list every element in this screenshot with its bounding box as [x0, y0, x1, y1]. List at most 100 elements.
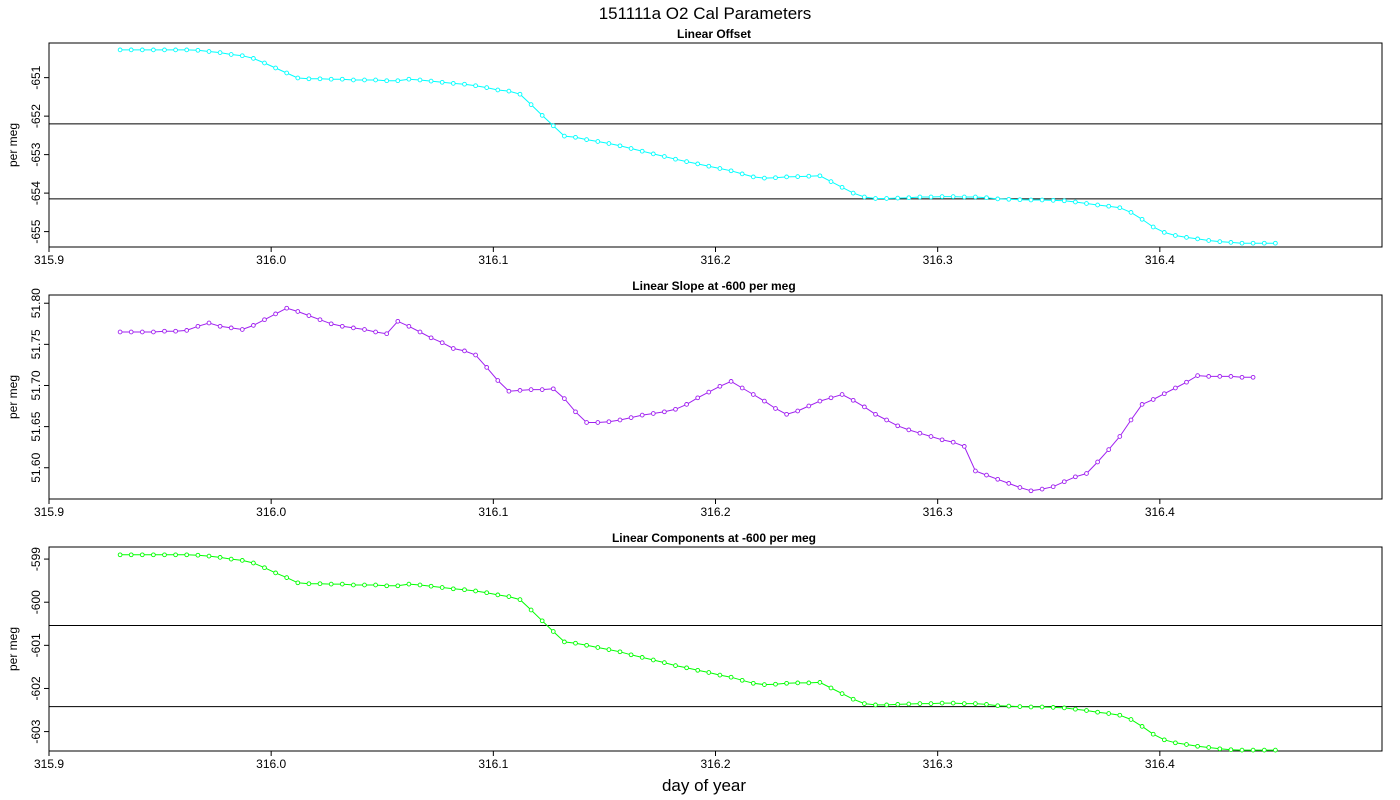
data-point	[173, 552, 178, 558]
data-point	[795, 680, 801, 686]
y-tick-label: -653	[29, 142, 43, 166]
data-point	[473, 352, 478, 358]
data-point	[1150, 731, 1156, 737]
panel-linear-offset: Linear Offset per meg 315.9 316.0 316.1 316…	[6, 27, 1383, 267]
data-point	[562, 639, 567, 645]
data-point	[328, 321, 334, 327]
data-point	[139, 47, 145, 53]
x-tick-label: 316.3	[923, 505, 953, 519]
y-tick-label: -654	[29, 181, 43, 205]
data-point	[1039, 197, 1045, 203]
data-point	[728, 674, 734, 680]
data-point	[1206, 238, 1212, 243]
data-point	[1139, 402, 1145, 407]
data-point	[673, 156, 678, 162]
data-point	[762, 175, 767, 181]
data-point	[484, 590, 490, 596]
data-point	[939, 194, 945, 199]
data-point	[873, 196, 878, 201]
data-point	[1173, 385, 1178, 391]
data-point	[762, 398, 767, 404]
data-point	[195, 47, 201, 53]
data-point	[917, 430, 923, 436]
data-point	[862, 194, 867, 200]
x-tick-label: 316.0	[256, 757, 286, 771]
data-point	[728, 379, 734, 384]
data-point	[750, 680, 756, 686]
data-point	[495, 592, 501, 598]
data-point	[595, 139, 601, 144]
data-point	[1228, 374, 1234, 379]
data-point	[862, 701, 867, 706]
data-point	[717, 166, 723, 171]
data-point	[1006, 196, 1012, 202]
data-point	[162, 47, 167, 53]
data-point	[295, 309, 301, 314]
y-tick-label: 51.80	[29, 288, 43, 318]
data-point	[295, 75, 301, 81]
x-tick-label: 316.2	[700, 757, 730, 771]
data-point	[506, 594, 512, 599]
panel-linear-components: Linear Components at -600 per meg per me…	[6, 531, 1383, 771]
data-point	[1061, 198, 1067, 204]
data-point	[1061, 479, 1067, 485]
data-point	[1117, 712, 1123, 718]
data-point	[395, 78, 401, 84]
data-point	[828, 685, 834, 691]
data-point	[217, 323, 223, 329]
data-point	[1106, 203, 1112, 209]
data-point	[862, 404, 867, 410]
data-point	[773, 175, 778, 181]
data-point	[973, 194, 978, 200]
data-point	[1228, 747, 1234, 753]
data-point	[795, 408, 801, 414]
data-point	[717, 672, 723, 678]
data-point	[706, 670, 712, 675]
data-point	[961, 194, 967, 200]
data-point	[339, 76, 345, 82]
data-point	[373, 582, 378, 588]
series-line	[120, 49, 1276, 244]
data-point	[728, 168, 734, 174]
data-point	[1139, 724, 1145, 729]
data-point	[717, 383, 723, 389]
data-point	[1028, 488, 1034, 494]
data-point	[1050, 484, 1056, 490]
data-point	[817, 680, 823, 685]
data-point	[295, 580, 301, 586]
data-point	[762, 682, 767, 687]
data-point	[961, 701, 967, 706]
data-point	[1195, 373, 1200, 378]
data-point	[239, 558, 245, 563]
data-point	[473, 83, 478, 89]
data-point	[1139, 216, 1145, 222]
data-point	[239, 327, 245, 332]
data-point	[595, 420, 601, 425]
data-point	[1128, 417, 1134, 423]
data-point	[684, 665, 689, 671]
data-point	[1239, 374, 1245, 380]
data-point	[1195, 743, 1200, 749]
data-point	[273, 65, 278, 71]
data-point	[339, 581, 345, 587]
x-tick-label: 316.1	[478, 505, 508, 519]
data-point	[550, 629, 556, 634]
data-point	[284, 70, 290, 76]
data-point	[628, 415, 634, 420]
data-point	[417, 77, 423, 83]
data-point	[217, 555, 223, 560]
data-point	[806, 173, 812, 179]
data-point	[1084, 471, 1089, 476]
data-point	[306, 581, 312, 587]
data-point	[439, 585, 445, 590]
data-point	[450, 586, 456, 592]
data-point	[284, 305, 290, 311]
data-point	[1017, 485, 1023, 490]
panel-linear-slope: Linear Slope at -600 per meg per meg 315…	[6, 279, 1383, 519]
x-tick-label: 315.9	[34, 505, 64, 519]
data-point	[117, 47, 123, 53]
plot-frame	[48, 546, 1383, 752]
data-point	[1095, 709, 1100, 715]
data-point	[262, 565, 267, 571]
data-point	[539, 387, 545, 392]
